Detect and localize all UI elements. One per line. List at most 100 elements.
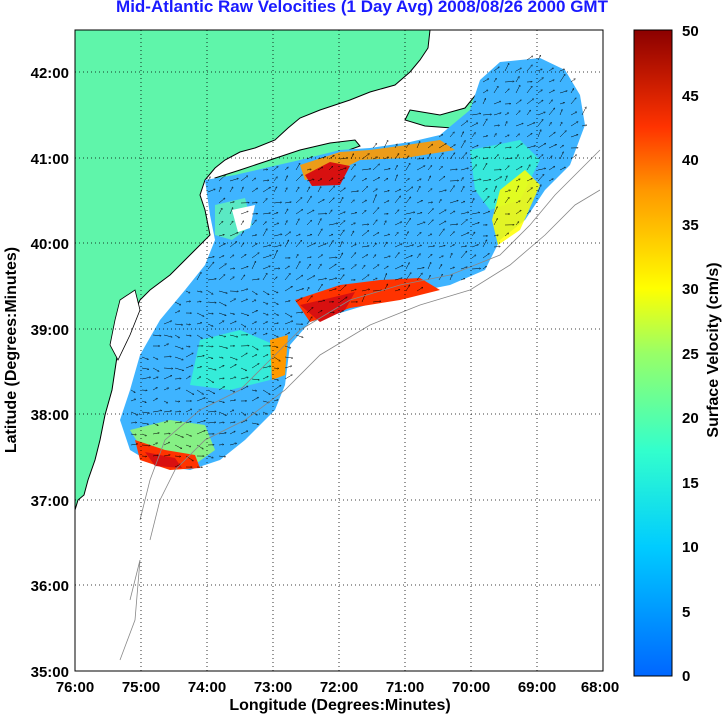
velocity-arrow	[515, 201, 520, 204]
velocity-arrow	[163, 442, 170, 446]
velocity-arrow	[372, 265, 379, 270]
velocity-arrow	[229, 187, 233, 193]
velocity-arrow	[141, 377, 150, 380]
velocity-arrow	[405, 219, 411, 226]
velocity-arrow	[284, 333, 290, 336]
velocity-arrow	[240, 275, 245, 281]
velocity-arrow	[460, 141, 465, 149]
velocity-arrow	[405, 197, 411, 204]
velocity-arrow	[493, 177, 502, 182]
velocity-arrow	[141, 433, 146, 436]
colorbar-tick-label: 10	[682, 539, 699, 556]
velocity-arrow	[185, 409, 192, 413]
velocity-arrow	[526, 198, 531, 204]
velocity-arrow	[339, 178, 345, 182]
velocity-arrow	[372, 208, 379, 215]
velocity-arrow	[471, 191, 476, 193]
y-tick-label: 35:00	[31, 664, 69, 681]
velocity-arrow	[493, 143, 501, 149]
velocity-arrow	[372, 195, 376, 204]
velocity-arrow	[262, 355, 268, 358]
velocity-arrow	[328, 178, 333, 182]
velocity-arrow	[449, 267, 454, 270]
velocity-arrow	[306, 287, 309, 292]
velocity-arrow	[482, 266, 486, 270]
velocity-arrow	[350, 253, 356, 259]
velocity-arrow	[262, 266, 270, 270]
colorbar-ticks: 0 5 10 15 20 25 30 35 40 45 50	[682, 23, 699, 685]
velocity-arrow	[361, 289, 370, 292]
velocity-arrow	[196, 421, 205, 424]
velocity-arrow	[295, 198, 302, 204]
velocity-arrow	[328, 166, 333, 171]
velocity-arrow	[537, 130, 541, 138]
velocity-arrow	[229, 179, 238, 182]
x-tick-label: 73:00	[254, 679, 292, 696]
velocity-arrow	[251, 244, 257, 248]
velocity-arrow	[174, 345, 183, 349]
velocity-arrow	[196, 312, 204, 316]
velocity-arrow	[493, 101, 501, 105]
velocity-arrow	[262, 187, 270, 193]
velocity-arrow	[339, 188, 345, 193]
velocity-arrow	[218, 400, 224, 403]
velocity-arrow	[504, 166, 509, 171]
velocity-arrow	[361, 169, 371, 171]
velocity-arrow	[493, 186, 496, 193]
velocity-arrow	[229, 221, 233, 226]
velocity-arrow	[196, 356, 204, 358]
x-tick-label: 74:00	[188, 679, 226, 696]
velocity-arrow	[273, 290, 278, 293]
velocity-arrow	[526, 188, 532, 193]
velocity-arrow	[218, 345, 227, 348]
velocity-arrow	[570, 122, 578, 127]
velocity-arrow	[405, 232, 408, 237]
velocity-arrow	[251, 290, 257, 294]
velocity-arrow	[152, 377, 158, 380]
velocity-arrow	[240, 176, 248, 182]
velocity-arrow	[438, 167, 442, 171]
velocity-arrow	[218, 221, 223, 226]
velocity-arrow	[251, 311, 257, 314]
velocity-arrow	[130, 399, 136, 402]
velocity-arrow	[240, 299, 247, 303]
velocity-arrow	[460, 212, 469, 215]
velocity-arrow	[174, 301, 181, 305]
velocity-arrow	[449, 275, 452, 281]
velocity-field	[120, 58, 585, 470]
velocity-arrow	[262, 229, 267, 237]
velocity-arrow	[174, 464, 181, 468]
velocity-arrow	[284, 167, 288, 171]
velocity-arrow	[416, 166, 425, 171]
velocity-arrow	[570, 135, 578, 138]
velocity-arrow	[482, 147, 490, 148]
velocity-arrow	[306, 187, 310, 193]
velocity-arrow	[504, 158, 512, 159]
velocity-arrow	[460, 132, 464, 138]
velocity-arrow	[383, 178, 388, 182]
velocity-arrow	[493, 199, 496, 204]
velocity-arrow	[416, 179, 421, 182]
velocity-arrow	[207, 400, 214, 403]
velocity-arrow	[218, 175, 225, 182]
velocity-arrow	[482, 119, 487, 127]
velocity-arrow	[559, 110, 562, 116]
velocity-arrow	[383, 266, 388, 270]
velocity-arrow	[152, 356, 158, 359]
velocity-arrow	[482, 180, 491, 182]
velocity-arrow	[328, 210, 332, 215]
velocity-arrow	[394, 233, 398, 237]
velocity-arrow	[284, 209, 288, 215]
velocity-arrow	[537, 168, 546, 171]
velocity-arrow	[284, 240, 289, 248]
velocity-arrow	[229, 312, 234, 314]
velocity-arrow	[174, 356, 183, 360]
velocity-arrow	[493, 67, 499, 72]
velocity-arrow	[240, 431, 248, 435]
velocity-arrow	[493, 125, 499, 126]
velocity-arrow	[284, 375, 292, 380]
land-mass	[75, 30, 431, 511]
velocity-arrow	[449, 253, 452, 259]
velocity-arrow	[471, 133, 475, 138]
velocity-arrow	[273, 345, 278, 347]
